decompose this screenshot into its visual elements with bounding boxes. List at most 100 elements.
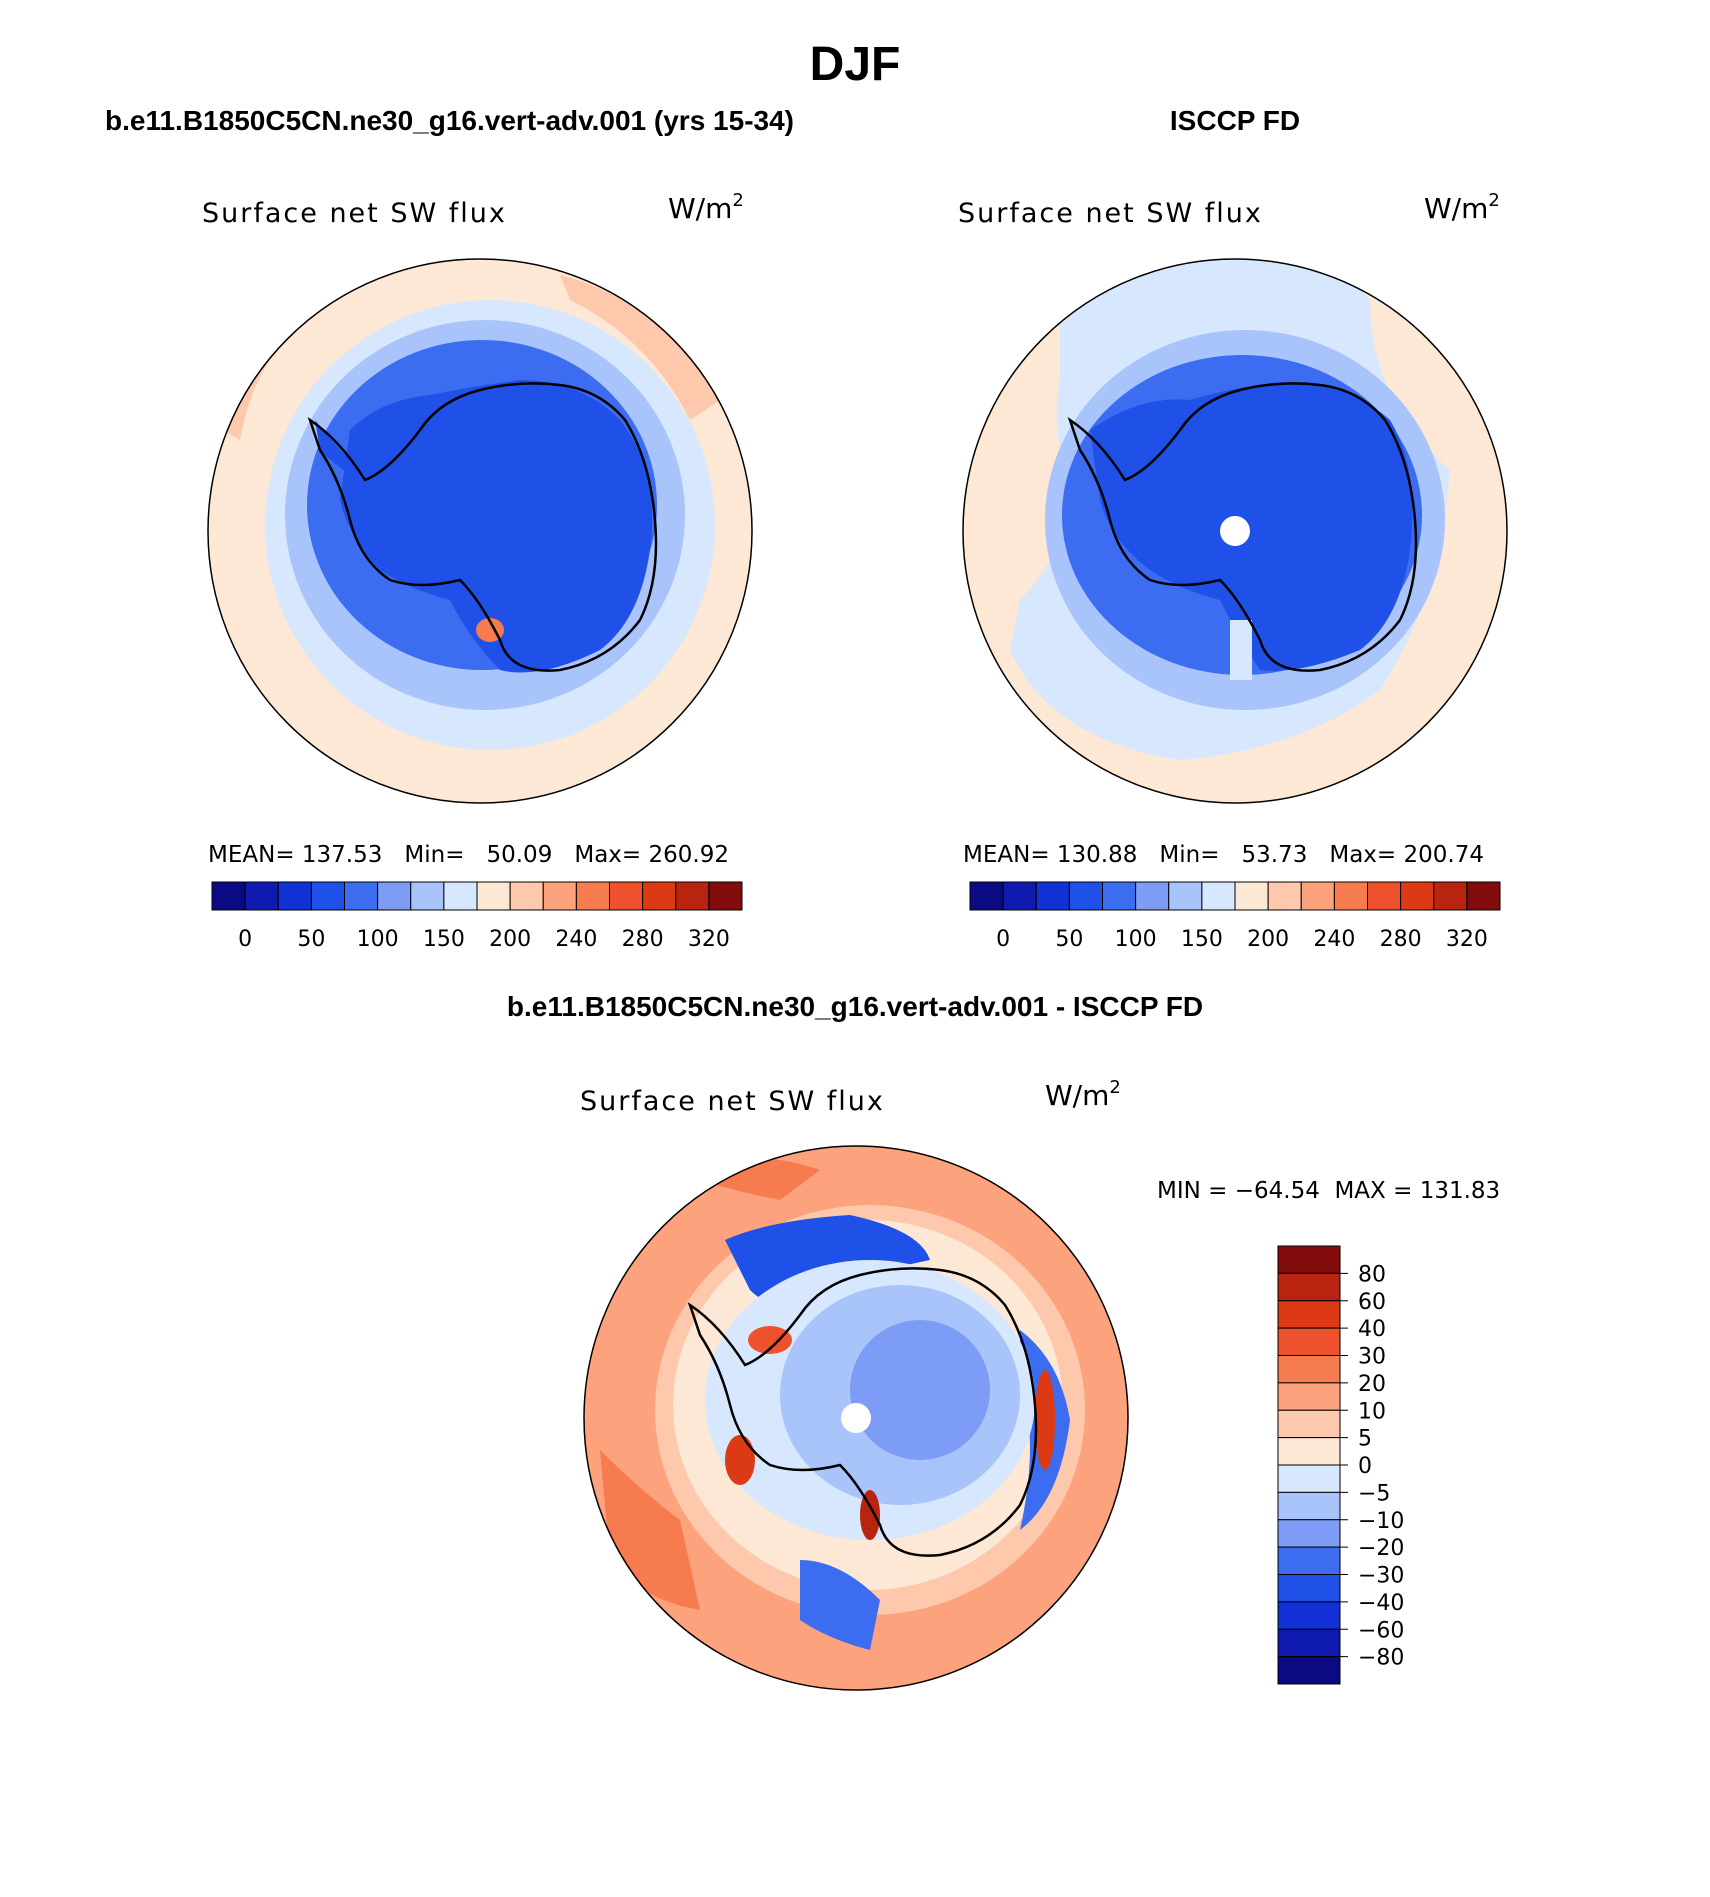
panel-diff-colorbar-tick-label: 40: [1358, 1317, 1386, 1342]
panel-diff-colorbar-tick-label: −60: [1358, 1618, 1404, 1643]
panel-obs-colorbar-box-0: [969, 881, 1004, 911]
panel-obs-colorbar-box-4: [1102, 881, 1137, 911]
panel-diff-colorbar-box-4: [1277, 1355, 1341, 1384]
panel-diff-colorbar-box-7: [1277, 1437, 1341, 1466]
panel-model-colorbar-box-3: [310, 881, 345, 911]
panel-model-units-exp: 2: [732, 190, 743, 211]
panel-diff-colorbar-box-14: [1277, 1628, 1341, 1658]
panel-obs-colorbar-tick-label: 320: [1446, 927, 1488, 952]
panel-model-colorbar-box-10: [542, 881, 577, 911]
panel-obs-colorbar-tick-label: 200: [1247, 927, 1289, 952]
panel-diff-field-hot-peninsula: [748, 1326, 792, 1354]
panel-obs-colorbar-box-10: [1300, 881, 1335, 911]
panel-diff-map-border: [583, 1145, 1129, 1691]
panel-obs-colorbar-box-12: [1367, 881, 1402, 911]
panel-obs-colorbar-box-3: [1068, 881, 1103, 911]
panel-model-colorbar-box-15: [708, 881, 743, 911]
panel-diff-colorbar-tick-label: 10: [1358, 1399, 1386, 1424]
panel-obs-colorbar-box-14: [1433, 881, 1468, 911]
panel-obs-colorbar-box-2: [1035, 881, 1070, 911]
panel-diff-coastline: [687, 1267, 1038, 1557]
panel-model-field-core: [340, 380, 652, 673]
panel-diff-field-hot-east: [1035, 1370, 1055, 1470]
panel-obs-coastline: [1067, 382, 1418, 672]
panel-obs-colorbar-tick-label: 150: [1181, 927, 1223, 952]
panel-diff-field-neg-south: [800, 1560, 880, 1650]
panel-diff-colorbar-tick-label: 80: [1358, 1262, 1386, 1287]
panel-model-colorbar-tick-label: 240: [555, 927, 597, 952]
panel-diff-variable: Surface net SW flux: [580, 1086, 885, 1117]
panel-model-field-warm-ne: [560, 275, 720, 420]
panel-model: b.e11.B1850C5CN.ne30_g16.vert-adv.001 (y…: [105, 105, 794, 952]
panel-obs-variable: Surface net SW flux: [958, 198, 1263, 229]
panel-obs-colorbar: [969, 881, 1501, 911]
panel-diff-colorbar-tick-label: 5: [1358, 1427, 1372, 1452]
panel-model-units: W/m2: [668, 190, 744, 225]
panel-model-colorbar-tick-label: 50: [297, 927, 325, 952]
panel-obs-colorbar-tick-label: 100: [1115, 927, 1157, 952]
panel-model-map: [208, 259, 752, 803]
panel-obs-field-core: [1090, 382, 1413, 671]
panel-diff-colorbar-tick-label: −40: [1358, 1591, 1404, 1616]
panel-diff-colorbar-tick-label: −10: [1358, 1509, 1404, 1534]
panel-obs-units-exp: 2: [1488, 190, 1499, 211]
panel-diff: b.e11.B1850C5CN.ne30_g16.vert-adv.001 - …: [507, 991, 1500, 1691]
panel-model-units-base: W/m: [668, 192, 732, 225]
panel-diff-colorbar-box-2: [1277, 1300, 1341, 1329]
panel-obs-mean: 130.88: [1057, 842, 1137, 868]
panel-model-colorbar-ticks: 0 50 100 150 200 240 280 320: [238, 927, 730, 952]
panel-diff-colorbar-box-12: [1277, 1574, 1341, 1603]
panel-model-colorbar-box-7: [443, 881, 478, 911]
panel-obs-colorbar-ticks: 0 50 100 150 200 240 280 320: [996, 927, 1488, 952]
panel-diff-colorbar-box-5: [1277, 1382, 1341, 1411]
panel-diff-colorbar: [1277, 1245, 1341, 1685]
panel-obs-max-label: Max=: [1329, 842, 1396, 868]
panel-obs-colorbar-box-9: [1267, 881, 1302, 911]
panel-diff-colorbar-tick-label: −80: [1358, 1646, 1404, 1671]
panel-diff-colorbar-box-1: [1277, 1272, 1341, 1302]
panel-diff-colorbar-tick-label: 20: [1358, 1372, 1386, 1397]
panel-model-colorbar-box-6: [410, 881, 445, 911]
panel-diff-colorbar-tick-label: 0: [1358, 1454, 1372, 1479]
panel-diff-units: W/m2: [1045, 1077, 1121, 1112]
panel-diff-heading: b.e11.B1850C5CN.ne30_g16.vert-adv.001 - …: [507, 991, 1203, 1022]
panel-obs-heading: ISCCP FD: [1170, 105, 1300, 136]
panel-diff-field-hot-west: [725, 1435, 755, 1485]
panel-diff-range: MIN = −64.54 MAX = 131.83: [1157, 1178, 1500, 1204]
panel-model-mean-label: MEAN=: [208, 842, 295, 868]
panel-diff-colorbar-box-3: [1277, 1327, 1341, 1356]
panel-diff-colorbar-box-13: [1277, 1601, 1341, 1630]
panel-obs-min: 53.73: [1241, 842, 1307, 868]
panel-obs-colorbar-tick-label: 50: [1055, 927, 1083, 952]
panel-diff-field-interior-core: [850, 1320, 990, 1460]
panel-diff-field-neg-north: [725, 1215, 930, 1305]
panel-obs-colorbar-tick-label: 0: [996, 927, 1010, 952]
panel-model-mean: 137.53: [302, 842, 382, 868]
figure-title: DJF: [810, 38, 901, 91]
panel-obs-units-base: W/m: [1424, 192, 1488, 225]
panel-diff-colorbar-tick-label: −20: [1358, 1536, 1404, 1561]
panel-obs-colorbar-box-5: [1135, 881, 1170, 911]
panel-model-max-label: Max=: [574, 842, 641, 868]
panel-obs-colorbar-box-8: [1234, 881, 1269, 911]
panel-diff-units-exp: 2: [1109, 1077, 1120, 1098]
panel-model-stats: MEAN= 137.53 Min= 50.09 Max= 260.92: [208, 842, 729, 868]
panel-diff-colorbar-tick-label: 60: [1358, 1290, 1386, 1315]
panel-diff-colorbar-box-6: [1277, 1409, 1341, 1439]
panel-obs: ISCCP FD Surface net SW flux W/m2 MEAN= …: [958, 105, 1508, 952]
panel-model-colorbar-box-0: [211, 881, 246, 911]
panel-model-colorbar-box-11: [575, 881, 610, 911]
panel-diff-colorbar-box-10: [1277, 1519, 1341, 1548]
panel-diff-colorbar-tick-label: 30: [1358, 1345, 1386, 1370]
panel-model-colorbar-box-1: [244, 881, 279, 911]
panel-diff-colorbar-box-0: [1277, 1245, 1341, 1274]
panel-diff-colorbar-box-9: [1277, 1491, 1341, 1521]
panel-obs-stats: MEAN= 130.88 Min= 53.73 Max= 200.74: [963, 842, 1484, 868]
panel-model-heading: b.e11.B1850C5CN.ne30_g16.vert-adv.001 (y…: [105, 105, 794, 136]
panel-model-colorbar-tick-label: 280: [622, 927, 664, 952]
panel-model-colorbar-box-12: [609, 881, 644, 911]
panel-model-colorbar-tick-label: 100: [357, 927, 399, 952]
panel-obs-field-gap: [1230, 620, 1252, 680]
panel-model-colorbar-tick-label: 200: [489, 927, 531, 952]
